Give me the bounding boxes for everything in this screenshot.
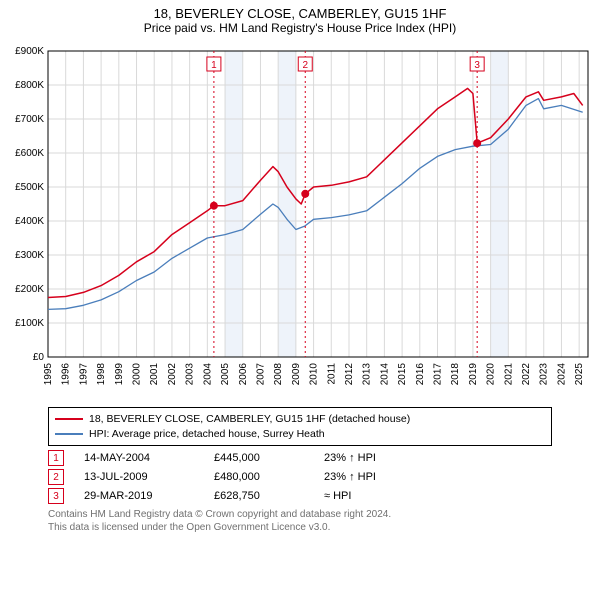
svg-text:1999: 1999 <box>114 363 125 386</box>
svg-text:2024: 2024 <box>556 363 567 386</box>
legend-swatch <box>55 433 83 435</box>
svg-text:1996: 1996 <box>61 363 72 386</box>
svg-text:2005: 2005 <box>220 363 231 386</box>
svg-text:2017: 2017 <box>433 363 444 386</box>
svg-text:2019: 2019 <box>468 363 479 386</box>
svg-text:£100K: £100K <box>15 318 44 329</box>
svg-text:2022: 2022 <box>521 363 532 386</box>
svg-text:£0: £0 <box>33 352 45 363</box>
svg-text:2001: 2001 <box>149 363 160 386</box>
sale-annotation-date: 13-JUL-2009 <box>84 471 214 483</box>
svg-text:£200K: £200K <box>15 284 44 295</box>
chart-area: £0 £100K £200K £300K £400K £500K £600K £700K £80… <box>0 41 600 403</box>
svg-text:2008: 2008 <box>273 363 284 386</box>
attribution: Contains HM Land Registry data © Crown c… <box>48 508 552 534</box>
legend-item: 18, BEVERLEY CLOSE, CAMBERLEY, GU15 1HF … <box>55 412 545 427</box>
svg-text:1997: 1997 <box>78 363 89 386</box>
svg-text:2018: 2018 <box>450 363 461 386</box>
legend-item: HPI: Average price, detached house, Surr… <box>55 427 545 442</box>
svg-text:2025: 2025 <box>574 363 585 386</box>
svg-text:2021: 2021 <box>503 363 514 386</box>
legend-label: HPI: Average price, detached house, Surr… <box>89 427 325 442</box>
sale-annotation-date: 29-MAR-2019 <box>84 490 214 502</box>
sale-annotation-pct: ≈ HPI <box>324 490 444 502</box>
svg-text:2007: 2007 <box>255 363 266 386</box>
svg-text:2011: 2011 <box>326 363 337 385</box>
svg-text:2014: 2014 <box>379 363 390 386</box>
svg-text:£900K: £900K <box>15 46 44 57</box>
legend-label: 18, BEVERLEY CLOSE, CAMBERLEY, GU15 1HF … <box>89 412 410 427</box>
sale-annotation-date: 14-MAY-2004 <box>84 452 214 464</box>
svg-text:2012: 2012 <box>344 363 355 386</box>
legend-swatch <box>55 418 83 420</box>
svg-text:2020: 2020 <box>486 363 497 386</box>
svg-text:£400K: £400K <box>15 216 44 227</box>
svg-text:2015: 2015 <box>397 363 408 386</box>
sale-annotation-price: £480,000 <box>214 471 324 483</box>
svg-text:1: 1 <box>211 60 217 71</box>
svg-text:2002: 2002 <box>167 363 178 386</box>
svg-text:£700K: £700K <box>15 114 44 125</box>
chart-subtitle: Price paid vs. HM Land Registry's House … <box>0 21 600 41</box>
svg-text:2023: 2023 <box>539 363 550 386</box>
svg-text:1995: 1995 <box>43 363 54 386</box>
svg-text:£500K: £500K <box>15 182 44 193</box>
sale-annotation-pct: 23% ↑ HPI <box>324 471 444 483</box>
sale-annotations: 1 14-MAY-2004£445,00023% ↑ HPI 2 13-JUL-200… <box>48 450 552 504</box>
svg-text:2016: 2016 <box>415 363 426 386</box>
svg-text:2003: 2003 <box>185 363 196 386</box>
sale-annotation-pct: 23% ↑ HPI <box>324 452 444 464</box>
svg-text:2000: 2000 <box>132 363 143 386</box>
svg-text:1998: 1998 <box>96 363 107 386</box>
svg-text:2010: 2010 <box>309 363 320 386</box>
sale-annotation-row: 1 14-MAY-2004£445,00023% ↑ HPI <box>48 450 552 466</box>
svg-text:2004: 2004 <box>202 363 213 386</box>
svg-text:2013: 2013 <box>362 363 373 386</box>
sale-annotation-number: 2 <box>48 469 64 485</box>
attribution-line1: Contains HM Land Registry data © Crown c… <box>48 508 552 521</box>
svg-text:£600K: £600K <box>15 148 44 159</box>
sale-annotation-number: 1 <box>48 450 64 466</box>
legend: 18, BEVERLEY CLOSE, CAMBERLEY, GU15 1HF … <box>48 407 552 446</box>
svg-text:2: 2 <box>302 60 308 71</box>
sale-annotation-number: 3 <box>48 488 64 504</box>
sale-annotation-price: £445,000 <box>214 452 324 464</box>
svg-text:2006: 2006 <box>238 363 249 386</box>
chart-title: 18, BEVERLEY CLOSE, CAMBERLEY, GU15 1HF <box>0 0 600 21</box>
svg-text:£800K: £800K <box>15 80 44 91</box>
sale-annotation-row: 2 13-JUL-2009£480,00023% ↑ HPI <box>48 469 552 485</box>
line-chart-svg: £0 £100K £200K £300K £400K £500K £600K £700K £80… <box>0 41 600 403</box>
svg-text:£300K: £300K <box>15 250 44 261</box>
svg-text:3: 3 <box>474 60 480 71</box>
attribution-line2: This data is licensed under the Open Gov… <box>48 521 552 534</box>
chart-container: 18, BEVERLEY CLOSE, CAMBERLEY, GU15 1HF … <box>0 0 600 590</box>
svg-text:2009: 2009 <box>291 363 302 386</box>
sale-annotation-price: £628,750 <box>214 490 324 502</box>
sale-annotation-row: 3 29-MAR-2019£628,750≈ HPI <box>48 488 552 504</box>
